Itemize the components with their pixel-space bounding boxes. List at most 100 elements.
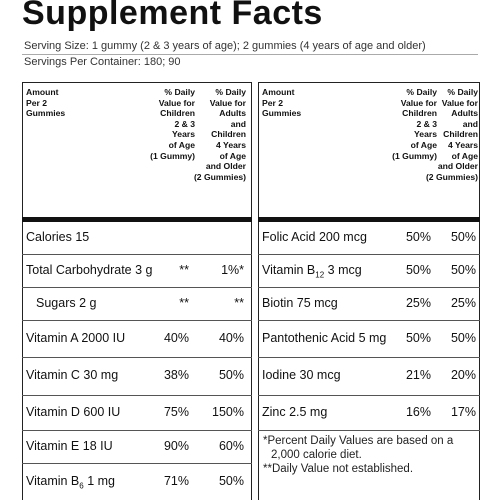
dv-adults: 150% (212, 404, 244, 419)
row-rule (22, 357, 252, 358)
divider (22, 54, 478, 55)
nutrient-label: Folic Acid 200 mcg (262, 230, 367, 244)
header-dv-adults: (2 Gummies) (425, 171, 478, 182)
dv-children: 21% (405, 368, 431, 382)
nutrient-subscript: 12 (315, 270, 325, 279)
row-rule (22, 254, 252, 255)
header-dv-children: % Daily (164, 87, 195, 97)
footnotes: *Percent Daily Values are based on a 2,0… (263, 434, 471, 476)
nutrient-name: Biotin 75 mcg (262, 295, 338, 310)
header-dv-children: 2 & 3 (416, 118, 437, 129)
dv-children: 71% (163, 473, 189, 488)
nutrient-label: Total Carbohydrate 3 g (26, 263, 152, 277)
title: Supplement Facts (22, 0, 323, 32)
dv-children: 40% (163, 330, 189, 345)
dv-adults: 60% (218, 438, 244, 453)
dv-children: 16% (405, 404, 431, 419)
header-dv-adults: Adults (219, 108, 246, 119)
dv-children: 75% (163, 404, 189, 419)
nutrient-name: Folic Acid 200 mcg (262, 230, 367, 244)
serving-size: Serving Size: 1 gummy (2 & 3 years of ag… (24, 40, 426, 52)
nutrient-label: Vitamin A 2000 IU (26, 331, 125, 345)
header-dv-adults: 4 Years (448, 140, 478, 150)
header-dv-adults: 4 Years (216, 140, 246, 150)
nutrient-label: Vitamin C 30 mg (26, 368, 118, 382)
header-amount: Gummies (26, 108, 66, 119)
dv-children: 25% (405, 295, 431, 310)
header-dv-adults: of Age (451, 150, 478, 161)
header-rule (258, 217, 480, 222)
header-dv-children: (1 Gummy) (392, 150, 437, 161)
nutrient-amount: 1 mg (87, 473, 115, 488)
header-dv-children: Value for (400, 97, 437, 108)
dv-adults: 50% (450, 330, 476, 345)
nutrient-amount: 3 mcg (327, 262, 362, 277)
dv-children: 38% (163, 368, 189, 382)
row-rule (258, 430, 480, 431)
footnote: *Percent Daily Values are based on a 2,0… (263, 435, 454, 461)
header-dv-adults: and Older (437, 161, 478, 172)
header-dv-adults: Children (211, 129, 246, 140)
header-dv-adults: and Older (205, 161, 246, 172)
nutrient-name: Zinc 2.5 mg (262, 404, 328, 419)
dv-adults: 20% (450, 368, 476, 382)
nutrient-label: Calories 15 (26, 230, 89, 244)
header-rule (22, 217, 252, 222)
nutrient-name: Vitamin C 30 mg (26, 368, 119, 382)
header-dv-adults: Adults (451, 108, 478, 119)
row-rule (22, 463, 252, 464)
header-dv-children: Years (172, 129, 195, 140)
header-dv-adults: % Daily (215, 87, 246, 97)
header-dv-children: % Daily (406, 87, 437, 97)
header-dv-children: of Age (410, 140, 437, 150)
row-rule (22, 395, 252, 396)
dv-children: 50% (405, 262, 431, 277)
dv-children: 90% (163, 438, 189, 453)
nutrient-subscript: 6 (79, 481, 84, 490)
header-dv-adults: and (230, 118, 246, 129)
header-dv-adults: and (462, 118, 478, 129)
row-rule (258, 320, 480, 321)
header-dv-adults: (2 Gummies) (193, 171, 246, 182)
row-rule (258, 395, 480, 396)
header-amount: Gummies (262, 108, 302, 119)
nutrient-name: Vitamin E 18 IU (26, 438, 113, 453)
header-dv-adults: Value for (441, 97, 478, 108)
nutrient-name: Sugars 2 g (36, 295, 97, 310)
row-rule (22, 287, 252, 288)
panel-border (22, 82, 252, 500)
nutrient-label: Iodine 30 mcg (262, 368, 341, 382)
header-dv-adults: % Daily (447, 87, 478, 97)
dv-adults: 40% (218, 330, 244, 345)
nutrient-label: Vitamin E 18 IU (26, 439, 113, 453)
header-dv-children: 2 & 3 (174, 118, 195, 129)
header-amount: Amount (262, 87, 295, 97)
nutrient-name: Vitamin A 2000 IU (26, 330, 126, 345)
nutrient-name: Total Carbohydrate 3 g (26, 262, 153, 277)
nutrient-label: Pantothenic Acid 5 mg (262, 331, 386, 345)
row-rule (258, 357, 480, 358)
panel-border (258, 82, 480, 500)
header-dv-children: of Age (168, 140, 195, 150)
nutrient-name: Vitamin B (262, 262, 316, 277)
nutrient-label: Zinc 2.5 mg (262, 405, 327, 419)
dv-children: 50% (405, 330, 431, 345)
row-rule (258, 254, 480, 255)
dv-adults: 50% (450, 262, 476, 277)
dv-children: ** (179, 295, 189, 310)
row-rule (258, 287, 480, 288)
nutrient-name: Pantothenic Acid 5 mg (262, 330, 387, 345)
header-amount: Per 2 (262, 97, 284, 108)
nutrient-name: Iodine 30 mcg (262, 368, 341, 382)
dv-adults: 50% (218, 368, 244, 382)
header-dv-children: Children (402, 108, 437, 119)
header-dv-children: Years (414, 129, 437, 140)
nutrient-name: Calories 15 (26, 230, 90, 244)
nutrient-label: Sugars 2 g (36, 296, 96, 310)
nutrient-name: Vitamin D 600 IU (26, 404, 121, 419)
dv-adults: 50% (218, 473, 244, 488)
dv-adults: 25% (450, 295, 476, 310)
nutrient-label: Vitamin D 600 IU (26, 405, 120, 419)
row-rule (22, 430, 252, 431)
